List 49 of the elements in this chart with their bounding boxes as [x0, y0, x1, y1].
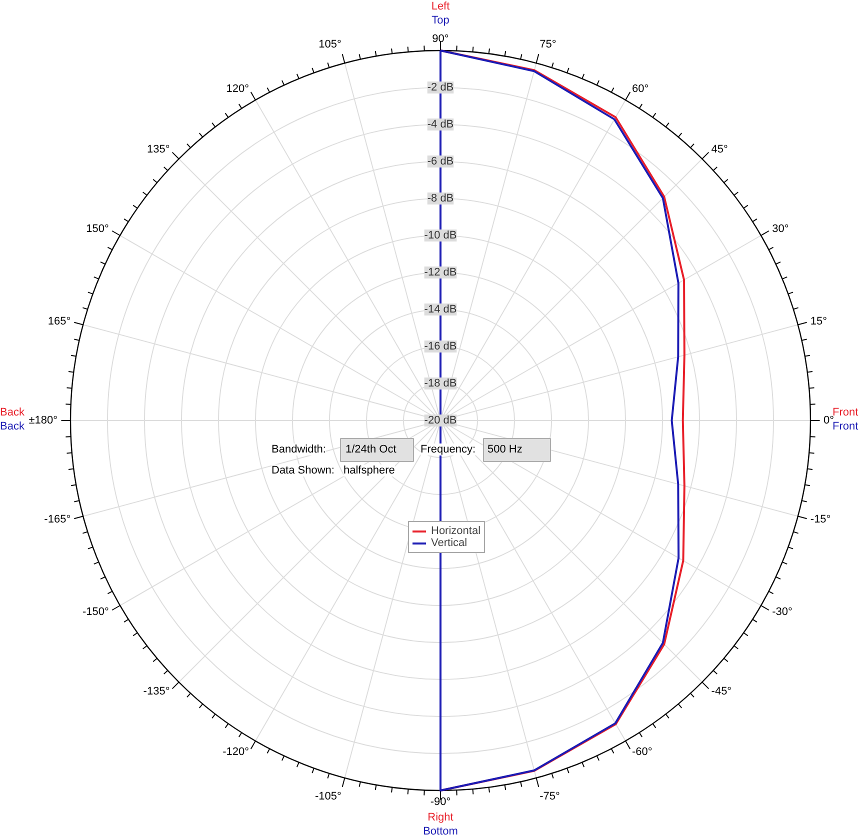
- y-tick-label: -6 dB: [427, 156, 454, 168]
- spoke-label: -105°: [314, 790, 342, 802]
- text: Data Shown:: [272, 464, 334, 476]
- spoke-label: -120°: [222, 746, 250, 758]
- spoke-label: 150°: [86, 223, 109, 236]
- text: Front: [832, 420, 858, 432]
- y-tick-label: -12 dB: [424, 266, 457, 278]
- spoke-label: -75°: [540, 790, 560, 802]
- text: Right: [428, 812, 454, 824]
- text: Top: [432, 14, 450, 26]
- text: Bottom: [423, 826, 458, 837]
- spoke-label: 135°: [146, 144, 170, 156]
- spoke-label: 45°: [711, 144, 728, 156]
- y-tick-label: -18 dB: [424, 378, 457, 390]
- spoke-label: 90°: [432, 32, 449, 45]
- spoke-label: 60°: [632, 82, 649, 95]
- text: Left: [431, 0, 450, 12]
- spoke-label: -30°: [772, 606, 792, 618]
- spoke-label: 120°: [226, 82, 250, 95]
- spoke-label: 75°: [540, 38, 556, 51]
- spoke-label: -15°: [810, 514, 831, 526]
- spoke-label: 105°: [318, 38, 342, 51]
- text: 1/24th Oct: [346, 444, 396, 456]
- spoke-label: -135°: [143, 685, 170, 698]
- spoke-label: -60°: [632, 746, 652, 758]
- spoke-label: ±180°: [28, 414, 58, 426]
- text: Back: [0, 406, 25, 418]
- y-tick-label: -14 dB: [424, 304, 457, 316]
- spoke-label: 30°: [772, 223, 789, 236]
- legend-label: Horizontal: [431, 525, 481, 537]
- spoke-label: -45°: [711, 685, 732, 698]
- text: Front: [832, 406, 858, 418]
- text: halfsphere: [344, 464, 395, 476]
- spoke-label: -90°: [430, 796, 451, 808]
- y-tick-label: -2 dB: [427, 82, 454, 94]
- spoke-label: 0°: [823, 414, 834, 426]
- text: Back: [0, 420, 25, 432]
- y-tick-label: -16 dB: [424, 340, 457, 352]
- text: 500 Hz: [488, 444, 522, 456]
- spoke-label: 15°: [810, 315, 828, 328]
- y-tick-label: -4 dB: [427, 118, 454, 130]
- y-tick-label: -10 dB: [424, 230, 457, 242]
- y-tick-label: -8 dB: [427, 192, 454, 204]
- spoke-label: -165°: [44, 514, 71, 526]
- legend-label: Vertical: [431, 537, 468, 549]
- spoke-label: 165°: [48, 315, 71, 328]
- spoke-label: -150°: [82, 606, 109, 618]
- text: Bandwidth:: [272, 444, 326, 456]
- text: Frequency:: [420, 444, 476, 456]
